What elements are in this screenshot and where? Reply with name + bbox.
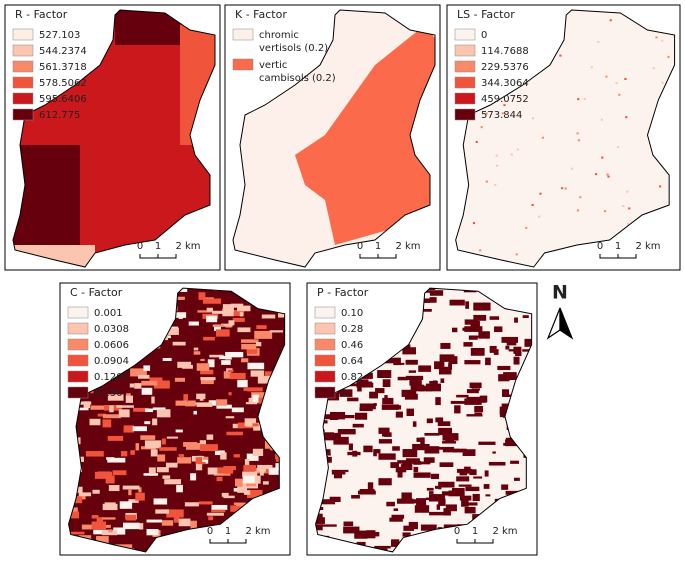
legend-label: 0.1202 bbox=[94, 372, 129, 383]
legend-label: 0.001 bbox=[94, 308, 123, 319]
legend-swatch bbox=[12, 60, 34, 73]
legend-swatch bbox=[314, 386, 336, 399]
legend-label: vertisols (0.2) bbox=[259, 43, 328, 54]
watershed-outline bbox=[455, 9, 676, 268]
legend-label: 573.844 bbox=[481, 110, 522, 121]
scale-label: 2 km bbox=[395, 241, 420, 252]
legend-label: 595.6406 bbox=[39, 94, 87, 105]
scale-bar bbox=[359, 254, 397, 259]
legend-label: chromic bbox=[259, 30, 299, 41]
scale-label: 0 bbox=[454, 526, 460, 537]
legend-label: 0.0308 bbox=[94, 324, 129, 335]
map-panel: R - Factor 527.103 544.2374 561.3718 578.506… bbox=[4, 4, 221, 271]
legend-swatch bbox=[314, 338, 336, 351]
scale-label: 1 bbox=[225, 526, 231, 537]
legend-swatch bbox=[232, 58, 254, 71]
legend-label: 612.775 bbox=[39, 110, 80, 121]
scale-label: 0 bbox=[597, 241, 603, 252]
scale-bar bbox=[139, 254, 177, 259]
scale-label: 0 bbox=[207, 526, 213, 537]
scale-bar bbox=[599, 254, 637, 259]
legend-swatch bbox=[232, 28, 254, 41]
legend-swatch bbox=[67, 386, 89, 399]
panel-title: R - Factor bbox=[15, 8, 68, 21]
panel-title: LS - Factor bbox=[457, 8, 515, 21]
legend-swatch bbox=[454, 60, 476, 73]
legend-swatch bbox=[67, 338, 89, 351]
legend-swatch bbox=[12, 28, 34, 41]
scale-label: 1 bbox=[472, 526, 478, 537]
panel-title: K - Factor bbox=[235, 8, 287, 21]
legend-label: 0.46 bbox=[341, 340, 363, 351]
legend-label: 0.10 bbox=[341, 308, 363, 319]
legend-label: 0.0606 bbox=[94, 340, 129, 351]
scale-label: 0 bbox=[357, 241, 363, 252]
legend-swatch bbox=[454, 44, 476, 57]
legend-label: cambisols (0.2) bbox=[259, 73, 336, 84]
legend-label: 229.5376 bbox=[481, 62, 529, 73]
legend-label: 0.28 bbox=[341, 324, 363, 335]
scale-label: 2 km bbox=[635, 241, 660, 252]
scale-label: 0 bbox=[137, 241, 143, 252]
legend-label: 0.0904 bbox=[94, 356, 129, 367]
legend-swatch bbox=[454, 28, 476, 41]
legend-label: 0 bbox=[481, 30, 487, 41]
legend-label: vertic bbox=[259, 60, 287, 71]
legend-swatch bbox=[454, 108, 476, 121]
map-panel: C - Factor 0.001 0.0308 0.0606 0.0904 0.1202 0… bbox=[59, 282, 291, 556]
scale-label: 1 bbox=[155, 241, 161, 252]
panel-title: P - Factor bbox=[317, 286, 369, 299]
watershed-outline bbox=[232, 9, 436, 268]
legend-swatch bbox=[454, 76, 476, 89]
legend-swatch bbox=[454, 92, 476, 105]
watershed-outline bbox=[68, 287, 286, 553]
legend-swatch bbox=[67, 354, 89, 367]
map-panel: K - Factor chromic vertisols (0.2) vertic ca… bbox=[224, 4, 441, 271]
scale-label: 2 km bbox=[245, 526, 270, 537]
legend-swatch bbox=[314, 322, 336, 335]
legend-swatch bbox=[314, 354, 336, 367]
legend-swatch bbox=[12, 44, 34, 57]
scale-bar bbox=[456, 539, 494, 544]
watershed-outline bbox=[315, 287, 533, 553]
scale-label: 1 bbox=[375, 241, 381, 252]
legend-label: 114.7688 bbox=[481, 46, 529, 57]
map-panel: LS - Factor 0 114.7688 229.5376 344.3064 459.… bbox=[446, 4, 681, 271]
scale-label: 2 km bbox=[175, 241, 200, 252]
legend-label: 344.3064 bbox=[481, 78, 529, 89]
scale-bar bbox=[209, 539, 247, 544]
legend-label: 561.3718 bbox=[39, 62, 87, 73]
legend-swatch bbox=[67, 322, 89, 335]
north-arrow: N bbox=[546, 282, 574, 340]
legend-label: 544.2374 bbox=[39, 46, 87, 57]
legend-label: 459.0752 bbox=[481, 94, 529, 105]
legend-label: 527.103 bbox=[39, 30, 80, 41]
legend-swatch bbox=[12, 108, 34, 121]
legend-label: 578.5062 bbox=[39, 78, 87, 89]
legend-swatch bbox=[67, 306, 89, 319]
map-panel: P - Factor 0.10 0.28 0.46 0.64 0.82 1 0 1 2 km bbox=[306, 282, 538, 556]
legend-swatch bbox=[67, 370, 89, 383]
legend-swatch bbox=[314, 370, 336, 383]
legend-swatch bbox=[12, 76, 34, 89]
legend-swatch bbox=[12, 92, 34, 105]
watershed-outline bbox=[12, 9, 216, 268]
north-label: N bbox=[552, 282, 568, 304]
legend-swatch bbox=[314, 306, 336, 319]
legend-label: 0.150 bbox=[94, 388, 123, 399]
panel-title: C - Factor bbox=[70, 286, 123, 299]
legend-label: 0.64 bbox=[341, 356, 363, 367]
scale-label: 1 bbox=[615, 241, 621, 252]
legend-label: 1 bbox=[341, 388, 347, 399]
legend-label: 0.82 bbox=[341, 372, 363, 383]
scale-label: 2 km bbox=[492, 526, 517, 537]
